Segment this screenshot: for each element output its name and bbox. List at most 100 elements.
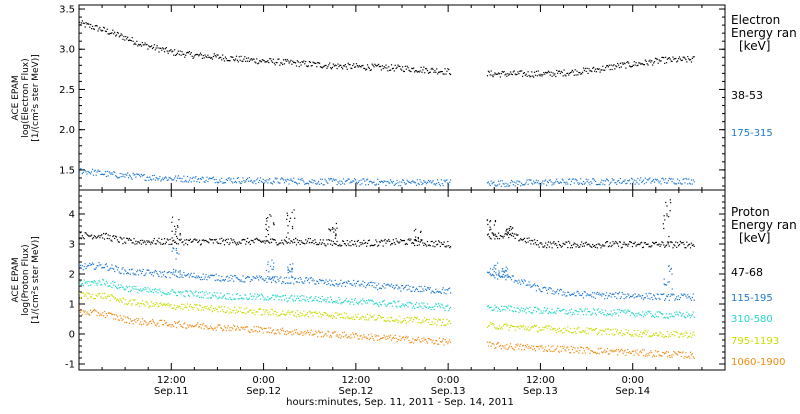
proton-series-115-195-point — [299, 276, 301, 279]
proton-series-795-1193-point — [317, 312, 319, 315]
proton-series-47-68-point — [255, 238, 257, 240]
proton-series-1060-1900-point — [658, 354, 660, 356]
proton-series-795-1193-point — [649, 335, 651, 337]
proton-series-1060-1900-point — [83, 311, 85, 313]
electron-series-175-315-point — [207, 180, 209, 183]
proton-series-47-68-point — [209, 238, 211, 240]
proton-series-310-580-point — [305, 300, 307, 302]
proton-series-115-195-spike-point — [671, 288, 673, 290]
proton-series-1060-1900-point — [515, 343, 517, 346]
electron-series-38-53-point — [424, 72, 426, 74]
proton-series-115-195-spike-point — [504, 271, 506, 273]
proton-series-795-1193-point — [488, 325, 490, 327]
proton-series-1060-1900-point — [605, 351, 607, 353]
proton-series-1060-1900-point — [167, 325, 169, 327]
proton-series-310-580-point — [517, 307, 519, 309]
proton-series-47-68-point — [114, 237, 116, 240]
proton-series-795-1193-point — [388, 320, 390, 322]
proton-series-115-195-point — [387, 283, 389, 285]
proton-series-310-580-point — [378, 305, 380, 307]
electron-series-175-315-point — [150, 179, 153, 181]
electron-series-38-53-point — [566, 72, 568, 75]
proton-series-795-1193-point — [660, 332, 662, 334]
proton-series-1060-1900-point — [555, 348, 557, 351]
proton-series-115-195-point — [235, 277, 238, 279]
proton-series-1060-1900-point — [184, 322, 186, 324]
proton-series-795-1193-point — [561, 332, 563, 334]
proton-series-795-1193-point — [245, 312, 247, 315]
proton-series-47-68-point — [367, 240, 370, 242]
electron-series-175-315-point — [329, 179, 331, 181]
proton-ytick-label: 4 — [69, 210, 75, 221]
proton-series-1060-1900-point — [248, 331, 251, 333]
proton-series-115-195-point — [551, 292, 553, 295]
proton-series-310-580-point — [295, 297, 298, 300]
proton-series-115-195-point — [247, 276, 250, 278]
proton-series-47-68-point — [638, 243, 640, 245]
electron-series-38-53-point — [401, 69, 403, 71]
electron-series-175-315-point — [325, 180, 327, 182]
proton-series-115-195-point — [624, 293, 626, 296]
proton-series-1060-1900-point — [209, 327, 211, 329]
proton-series-1060-1900-point — [676, 353, 678, 355]
proton-series-47-68-point — [362, 243, 364, 245]
electron-series-175-315-point — [215, 178, 217, 181]
proton-series-795-1193-point — [221, 305, 223, 307]
proton-series-47-68-point — [205, 239, 207, 242]
proton-series-1060-1900-point — [437, 343, 440, 345]
proton-series-310-580-point — [360, 299, 362, 302]
electron-series-175-315-point — [409, 181, 411, 184]
proton-series-795-1193-point — [547, 325, 550, 327]
proton-series-795-1193-point — [632, 335, 634, 337]
proton-series-310-580-point — [550, 312, 552, 314]
proton-series-795-1193-point — [666, 331, 669, 333]
proton-series-1060-1900-point — [563, 346, 565, 348]
electron-series-175-315-point — [399, 181, 401, 183]
proton-series-115-195-point — [166, 272, 168, 274]
electron-series-175-315-point — [675, 183, 677, 185]
electron-series-38-53-point — [131, 37, 133, 39]
electron-series-38-53-point — [533, 71, 536, 73]
proton-series-1060-1900-point — [341, 335, 343, 337]
electron-series-38-53-point — [650, 61, 652, 63]
proton-series-115-195-point — [407, 284, 409, 286]
proton-series-310-580-point — [635, 313, 637, 315]
proton-series-115-195-point — [581, 293, 584, 295]
proton-series-47-68-point — [633, 242, 635, 245]
electron-series-38-53-point — [557, 70, 560, 72]
proton-series-47-68-spike-point — [174, 233, 176, 235]
proton-series-1060-1900-point — [389, 336, 391, 338]
proton-series-47-68-point — [540, 242, 542, 244]
electron-series-175-315-point — [581, 183, 584, 186]
proton-series-47-68-point — [505, 232, 507, 235]
proton-series-795-1193-point — [604, 330, 606, 332]
electron-series-38-53-point — [641, 63, 644, 65]
proton-series-795-1193-point — [199, 304, 202, 307]
electron-series-38-53-point — [263, 60, 265, 62]
proton-series-1060-1900-point — [301, 332, 303, 334]
electron-series-175-315-point — [311, 179, 313, 181]
electron-series-175-315-point — [390, 179, 392, 181]
proton-series-1060-1900-point — [662, 351, 664, 354]
proton-series-795-1193-point — [291, 311, 293, 313]
proton-series-1060-1900-point — [406, 337, 408, 339]
proton-series-1060-1900-point — [648, 354, 650, 356]
proton-series-310-580-point — [103, 282, 106, 285]
proton-series-47-68-point — [660, 244, 662, 246]
electron-series-175-315-point — [505, 182, 507, 184]
proton-series-795-1193-point — [186, 306, 188, 309]
electron-series-175-315-point — [95, 174, 97, 176]
proton-series-115-195-point — [591, 296, 593, 298]
proton-series-795-1193-point — [180, 307, 182, 310]
electron-series-38-53-point — [301, 61, 303, 63]
proton-series-795-1193-point — [85, 295, 87, 297]
electron-series-175-315-point — [350, 181, 352, 183]
proton-series-47-68-point — [430, 240, 432, 243]
proton-series-115-195-point — [158, 275, 160, 278]
proton-series-310-580-point — [143, 289, 145, 291]
electron-series-175-315-point — [250, 179, 252, 181]
electron-series-175-315-point — [553, 183, 555, 185]
proton-series-115-195-point — [148, 269, 150, 271]
proton-series-310-580-point — [181, 291, 183, 293]
